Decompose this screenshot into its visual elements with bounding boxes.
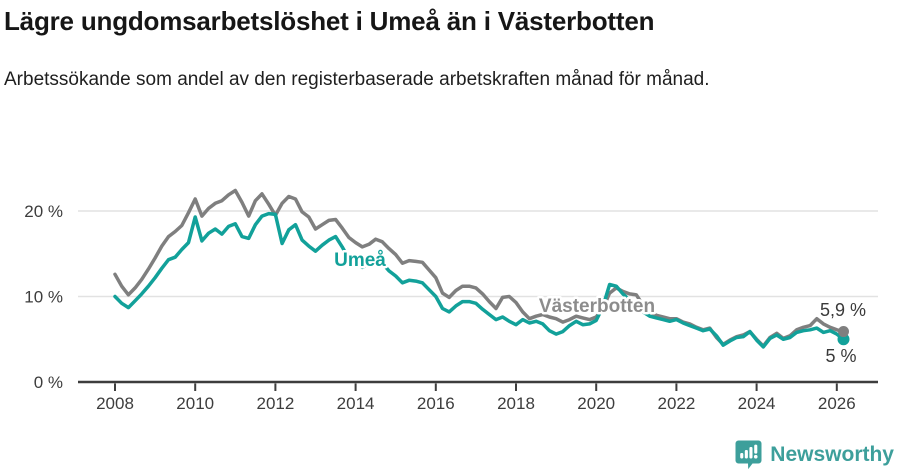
- chart-title: Lägre ungdomsarbetslöshet i Umeå än i Vä…: [4, 6, 655, 36]
- newsworthy-logo-text: Newsworthy: [770, 443, 894, 466]
- x-axis-label-2016: 2016: [417, 394, 455, 413]
- end-value-label-umeå: 5 %: [825, 346, 856, 366]
- x-axis-label-2014: 2014: [337, 394, 375, 413]
- x-axis-label-2020: 2020: [577, 394, 615, 413]
- x-axis-label-2022: 2022: [657, 394, 695, 413]
- x-axis-label-2010: 2010: [176, 394, 214, 413]
- series-line-umeå: [113, 211, 846, 349]
- y-axis-label-0: 0 %: [34, 373, 63, 392]
- x-axis-label-2008: 2008: [96, 394, 134, 413]
- chart-subtitle: Arbetssökande som andel av den registerb…: [4, 69, 710, 90]
- y-axis-label-20: 20 %: [24, 202, 63, 221]
- bar-2: [745, 450, 749, 459]
- series-label-umeå: Umeå: [334, 250, 386, 271]
- speech-bubble-shape: [735, 440, 762, 470]
- exclamation-bar: [754, 444, 758, 454]
- x-axis-label-2026: 2026: [818, 394, 856, 413]
- end-value-label-västerbotten: 5,9 %: [820, 300, 866, 320]
- x-axis-label-2018: 2018: [497, 394, 535, 413]
- newsworthy-logo-icon: [735, 440, 762, 470]
- end-dot-västerbotten: [837, 326, 849, 338]
- bar-1: [740, 453, 744, 459]
- exclamation-dot: [754, 454, 758, 459]
- x-axis-label-2024: 2024: [738, 394, 776, 413]
- end-dot-umeå: [837, 333, 850, 346]
- y-axis-label-10: 10 %: [24, 288, 63, 307]
- x-axis-label-2012: 2012: [256, 394, 294, 413]
- series-line-västerbotten: [113, 188, 846, 348]
- newsworthy-branding: Newsworthy: [735, 440, 894, 470]
- bar-3: [749, 447, 753, 459]
- series-label-västerbotten: Västerbotten: [539, 296, 655, 317]
